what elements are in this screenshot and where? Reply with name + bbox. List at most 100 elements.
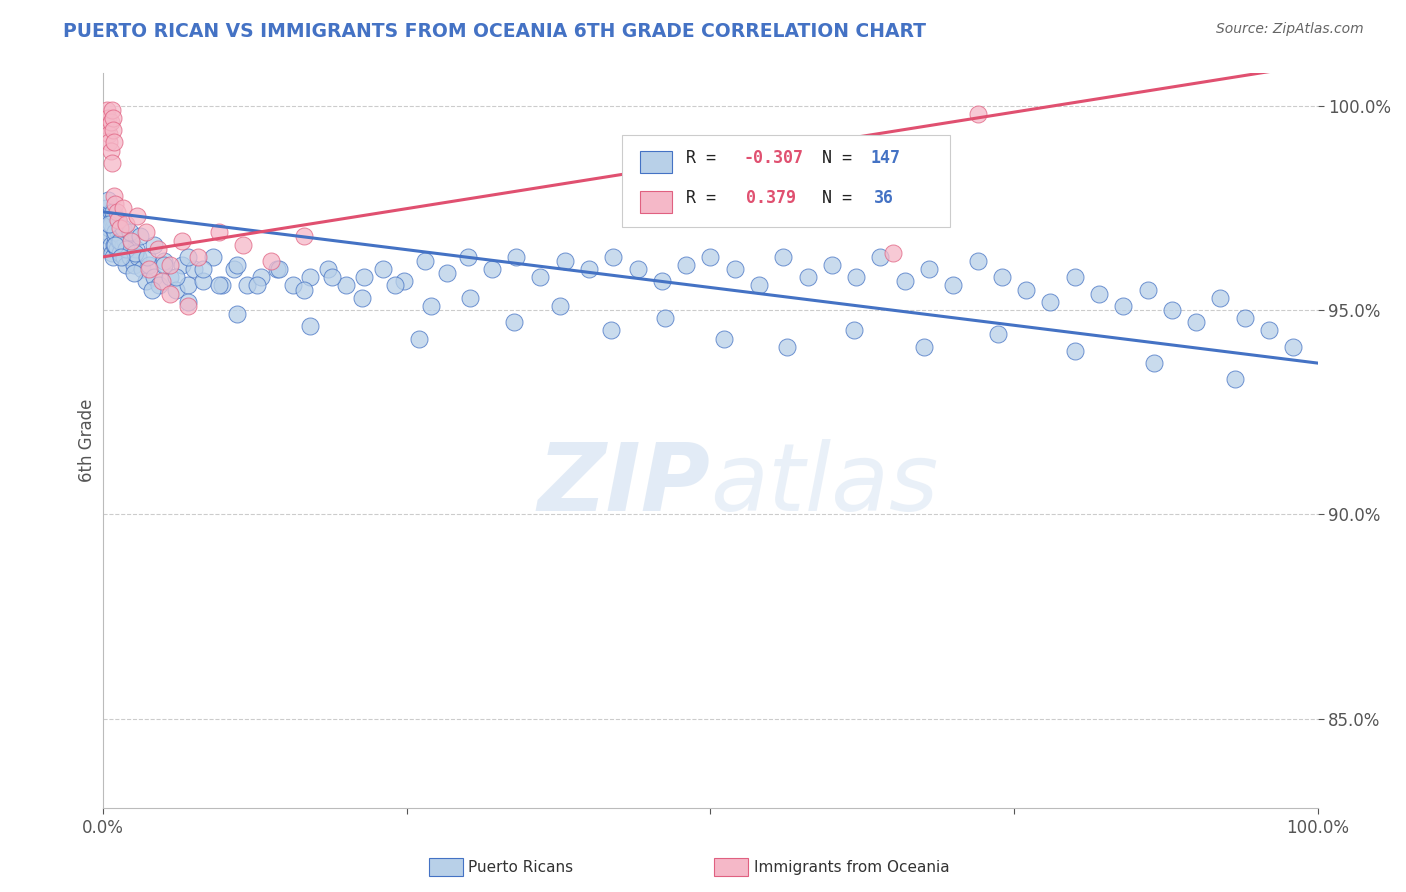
Point	[122, 258, 145, 272]
Point	[138, 262, 160, 277]
Point	[100, 245, 122, 260]
Point	[748, 278, 770, 293]
Point	[98, 229, 121, 244]
Point	[105, 205, 128, 219]
Point	[120, 234, 142, 248]
Text: 147: 147	[870, 149, 901, 168]
Point	[912, 340, 935, 354]
Point	[153, 258, 176, 272]
Point	[122, 266, 145, 280]
Point	[350, 291, 373, 305]
Point	[191, 274, 214, 288]
Point	[100, 237, 122, 252]
Point	[100, 156, 122, 170]
FancyBboxPatch shape	[621, 136, 949, 227]
Point	[529, 270, 551, 285]
Point	[987, 327, 1010, 342]
Point	[141, 283, 163, 297]
Point	[177, 250, 200, 264]
Point	[458, 291, 481, 305]
Point	[1160, 302, 1182, 317]
Point	[796, 270, 818, 285]
Point	[893, 274, 915, 288]
Point	[269, 262, 291, 277]
Point	[502, 315, 524, 329]
Text: ZIP: ZIP	[537, 439, 710, 531]
Point	[115, 217, 138, 231]
Point	[101, 205, 124, 219]
Point	[1063, 270, 1085, 285]
Point	[97, 193, 120, 207]
Point	[98, 221, 121, 235]
Point	[250, 270, 273, 285]
Point	[260, 254, 283, 268]
Point	[100, 103, 122, 117]
Point	[146, 242, 169, 256]
Point	[98, 136, 121, 150]
Point	[100, 115, 122, 129]
Point	[394, 274, 416, 288]
Point	[131, 262, 153, 277]
Point	[165, 270, 187, 285]
Point	[942, 278, 965, 293]
Point	[128, 229, 150, 244]
Text: Source: ZipAtlas.com: Source: ZipAtlas.com	[1216, 22, 1364, 37]
Y-axis label: 6th Grade: 6th Grade	[79, 399, 96, 483]
Point	[436, 266, 458, 280]
Point	[103, 213, 125, 227]
Point	[98, 128, 121, 142]
Point	[187, 250, 209, 264]
Point	[97, 119, 120, 133]
Point	[153, 254, 176, 268]
Point	[292, 283, 315, 297]
Point	[107, 213, 129, 227]
Point	[136, 250, 159, 264]
Point	[110, 234, 132, 248]
Point	[97, 111, 120, 125]
Point	[117, 242, 139, 256]
Point	[225, 258, 247, 272]
Point	[420, 299, 443, 313]
Point	[602, 250, 624, 264]
Point	[159, 270, 181, 285]
Point	[108, 234, 131, 248]
Point	[211, 278, 233, 293]
Point	[177, 299, 200, 313]
Point	[554, 254, 576, 268]
Point	[626, 262, 648, 277]
Point	[96, 103, 118, 117]
Point	[124, 245, 146, 260]
Point	[165, 283, 187, 297]
Point	[107, 213, 129, 227]
Point	[100, 144, 122, 158]
Point	[103, 237, 125, 252]
Point	[772, 250, 794, 264]
Point	[135, 274, 157, 288]
Text: 0.379: 0.379	[745, 189, 796, 207]
Point	[384, 278, 406, 293]
Point	[845, 270, 868, 285]
Point	[97, 209, 120, 223]
Text: Immigrants from Oceania: Immigrants from Oceania	[754, 860, 949, 874]
Text: atlas: atlas	[710, 440, 939, 531]
Point	[578, 262, 600, 277]
Point	[127, 209, 149, 223]
Point	[143, 270, 166, 285]
Point	[699, 250, 721, 264]
Point	[112, 250, 135, 264]
Bar	[640, 151, 672, 173]
Point	[101, 221, 124, 235]
Point	[1143, 356, 1166, 370]
Text: Puerto Ricans: Puerto Ricans	[468, 860, 574, 874]
Text: -0.307: -0.307	[744, 149, 803, 168]
Point	[107, 213, 129, 227]
Point	[1185, 315, 1208, 329]
Point	[1282, 340, 1305, 354]
Point	[177, 294, 200, 309]
Point	[1258, 323, 1281, 337]
Point	[103, 136, 125, 150]
Point	[138, 258, 160, 272]
Point	[724, 262, 747, 277]
Point	[225, 307, 247, 321]
Point	[104, 196, 127, 211]
